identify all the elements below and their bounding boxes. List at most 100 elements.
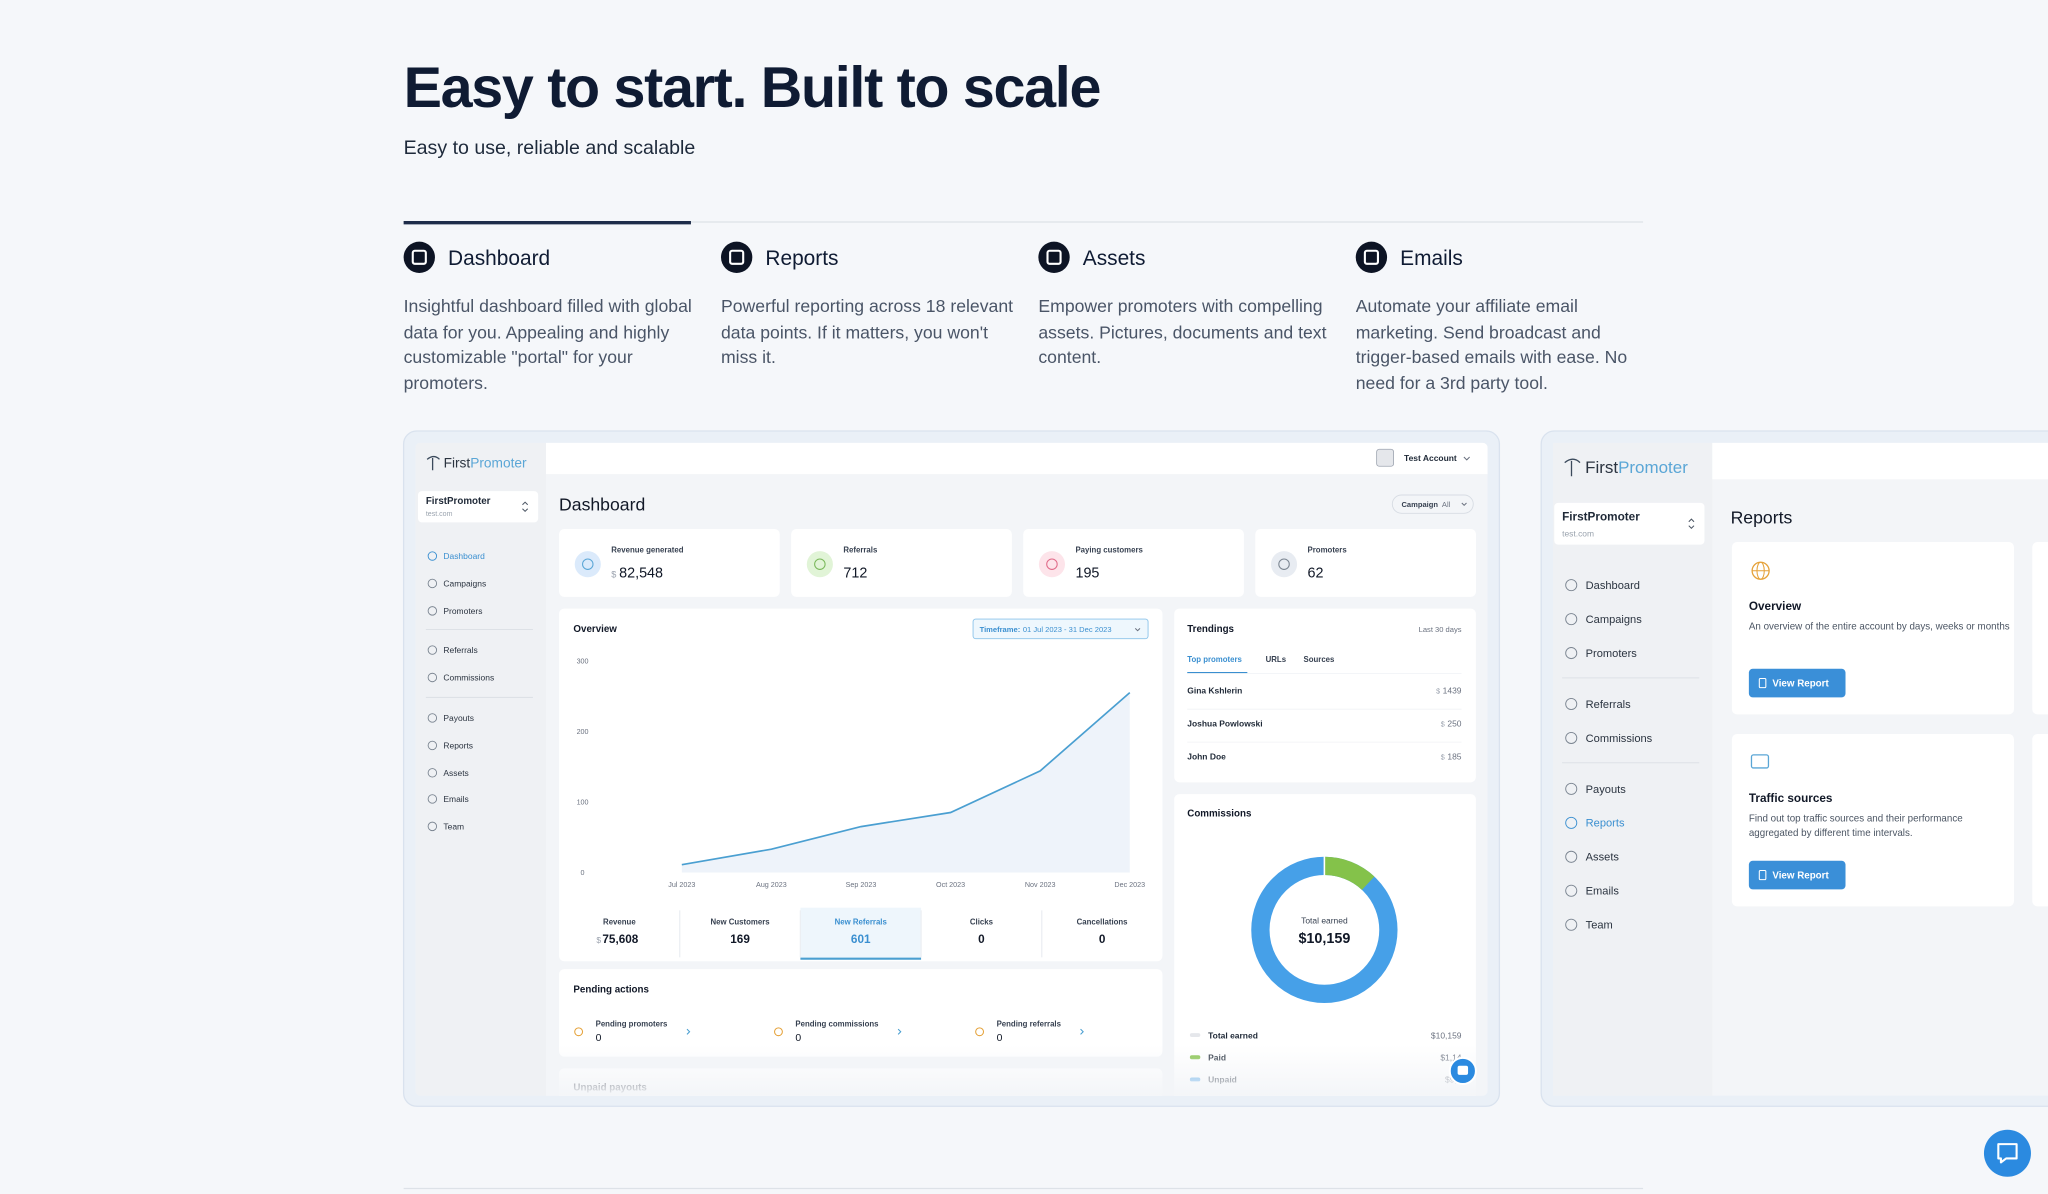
tab-description-box: Automate your affiliate email marketing.… <box>1355 296 1628 393</box>
nav-icon <box>427 606 438 616</box>
nav-item[interactable]: Campaigns <box>1565 613 1643 626</box>
view-report-button[interactable]: View Report <box>1748 668 1846 698</box>
workspace-switcher[interactable] <box>417 491 539 523</box>
x-tick-label: Sep 2023 <box>846 881 877 889</box>
pending-label: Pending referrals <box>997 1020 1062 1029</box>
pending-item[interactable]: Pending referrals 0 <box>975 1020 1084 1044</box>
donut-center-label: Total earned <box>1301 915 1348 925</box>
feature-tab[interactable]: Reports <box>720 241 838 273</box>
nav-item[interactable]: Dashboard <box>427 551 485 561</box>
tab-description: Empower promoters with compelling assets… <box>1038 296 1327 368</box>
nav-item[interactable]: Assets <box>427 768 469 778</box>
trend-tab[interactable]: URLs <box>1266 655 1287 664</box>
report-description: An overview of the entire account by day… <box>1748 620 2010 633</box>
trend-tab[interactable]: Sources <box>1303 655 1335 664</box>
nav-item[interactable]: Promoters <box>427 606 482 616</box>
card-title: Commissions <box>1187 808 1252 819</box>
tab-icon-glyph <box>1363 249 1379 265</box>
stat-card <box>559 528 780 597</box>
chat-widget[interactable] <box>1448 1056 1477 1086</box>
workspace-switcher[interactable] <box>1554 502 1705 545</box>
nav-icon <box>427 578 438 589</box>
campaign-filter[interactable] <box>1391 494 1474 514</box>
stat-icon <box>1038 551 1066 578</box>
nav-item[interactable]: Commissions <box>427 672 494 682</box>
sidebar <box>415 442 546 1096</box>
x-tick-label: Jul 2023 <box>668 881 695 889</box>
nav-item[interactable]: Assets <box>1565 850 1620 864</box>
metric-currency: $ <box>596 935 601 945</box>
nav-item[interactable]: Campaigns <box>427 578 486 589</box>
nav-item[interactable]: Reports <box>1565 816 1625 830</box>
nav-icon <box>427 551 438 561</box>
button-label: View Report <box>1772 678 1829 689</box>
pending-item[interactable]: Pending promoters 0 <box>574 1020 691 1044</box>
stat-icon-glyph <box>582 558 594 570</box>
nav-item[interactable]: Payouts <box>1565 782 1627 796</box>
metric-label: New Referrals <box>835 918 888 927</box>
brand-mark: First <box>1585 458 1618 477</box>
report-description-box: An overview of the entire account by day… <box>1748 620 2010 633</box>
chevron <box>1134 627 1141 632</box>
promoter-currency: $ <box>1441 753 1445 761</box>
nav-item[interactable]: Team <box>1565 918 1613 932</box>
nav-icon <box>427 794 438 804</box>
x-tick-label: Aug 2023 <box>756 881 787 889</box>
donut-paid <box>1324 856 1375 891</box>
donut-center-value: $10,159 <box>1298 931 1350 947</box>
feature-tab[interactable]: Assets <box>1038 241 1145 273</box>
nav-item[interactable]: Promoters <box>1565 647 1638 660</box>
pending-item[interactable]: Pending commissions 0 <box>774 1020 902 1044</box>
stat-card <box>791 528 1012 597</box>
feature-tab[interactable]: Emails <box>1355 241 1463 273</box>
button-bg <box>1748 860 1846 890</box>
nav-item[interactable]: Commissions <box>1565 731 1653 745</box>
pending-icon <box>574 1027 584 1037</box>
tab-icon-glyph <box>411 249 427 265</box>
report-card-edge <box>2032 542 2048 715</box>
commissions-card <box>1174 794 1476 1096</box>
button-icon <box>1758 677 1767 689</box>
button-bg <box>1748 668 1846 698</box>
y-tick-label: 0 <box>581 869 585 877</box>
nav-item[interactable]: Dashboard <box>1565 579 1640 592</box>
stat-value: 712 <box>843 565 867 581</box>
nav-label: Dashboard <box>1586 580 1640 592</box>
pending-card <box>559 969 1163 1057</box>
stat-icon <box>1270 551 1298 578</box>
stat-icon <box>574 551 601 578</box>
pending-icon <box>774 1027 783 1037</box>
pending-icon <box>975 1027 985 1037</box>
tab-description: Automate your affiliate email marketing.… <box>1355 296 1628 393</box>
promoter-name: Joshua Powlowski <box>1187 718 1262 728</box>
sidebar <box>1552 442 1713 1096</box>
nav-item[interactable]: Emails <box>427 794 469 804</box>
stat-label: Promoters <box>1308 545 1348 554</box>
nav-item[interactable]: Referrals <box>427 645 478 655</box>
stat-currency: $ <box>611 569 616 579</box>
tab-label: Dashboard <box>448 247 550 270</box>
stat-icon-glyph <box>1046 558 1058 570</box>
timeframe-value: 01 Jul 2023 - 31 Dec 2023 <box>1023 625 1112 634</box>
nav-item[interactable]: Reports <box>427 740 473 750</box>
chat-launcher[interactable] <box>1983 1129 2031 1177</box>
nav-label: Team <box>1586 920 1613 932</box>
legend-value: $10,159 <box>1431 1030 1462 1040</box>
nav-item[interactable]: Team <box>427 821 464 831</box>
promoter-amount: 250 <box>1447 718 1461 728</box>
brand-mark: Promoter <box>470 456 527 471</box>
legend-swatch <box>1189 1033 1201 1038</box>
hero-subtitle: Easy to use, reliable and scalable <box>404 137 696 159</box>
nav-item[interactable]: Referrals <box>1565 697 1631 711</box>
view-report-button[interactable]: View Report <box>1748 860 1846 890</box>
trend-tab[interactable]: Top promoters <box>1187 655 1242 664</box>
tab-icon <box>1355 241 1388 273</box>
tab-description-box: Powerful reporting across 18 relevant da… <box>721 296 1013 367</box>
nav-label: Emails <box>1586 886 1620 898</box>
feature-tab[interactable]: Dashboard <box>403 241 551 273</box>
nav-item[interactable]: Payouts <box>427 713 474 723</box>
metric-active-bg <box>800 907 922 959</box>
timeframe-picker[interactable] <box>972 618 1149 640</box>
nav-item[interactable]: Emails <box>1565 884 1620 898</box>
bottom-fade <box>545 1044 1488 1096</box>
